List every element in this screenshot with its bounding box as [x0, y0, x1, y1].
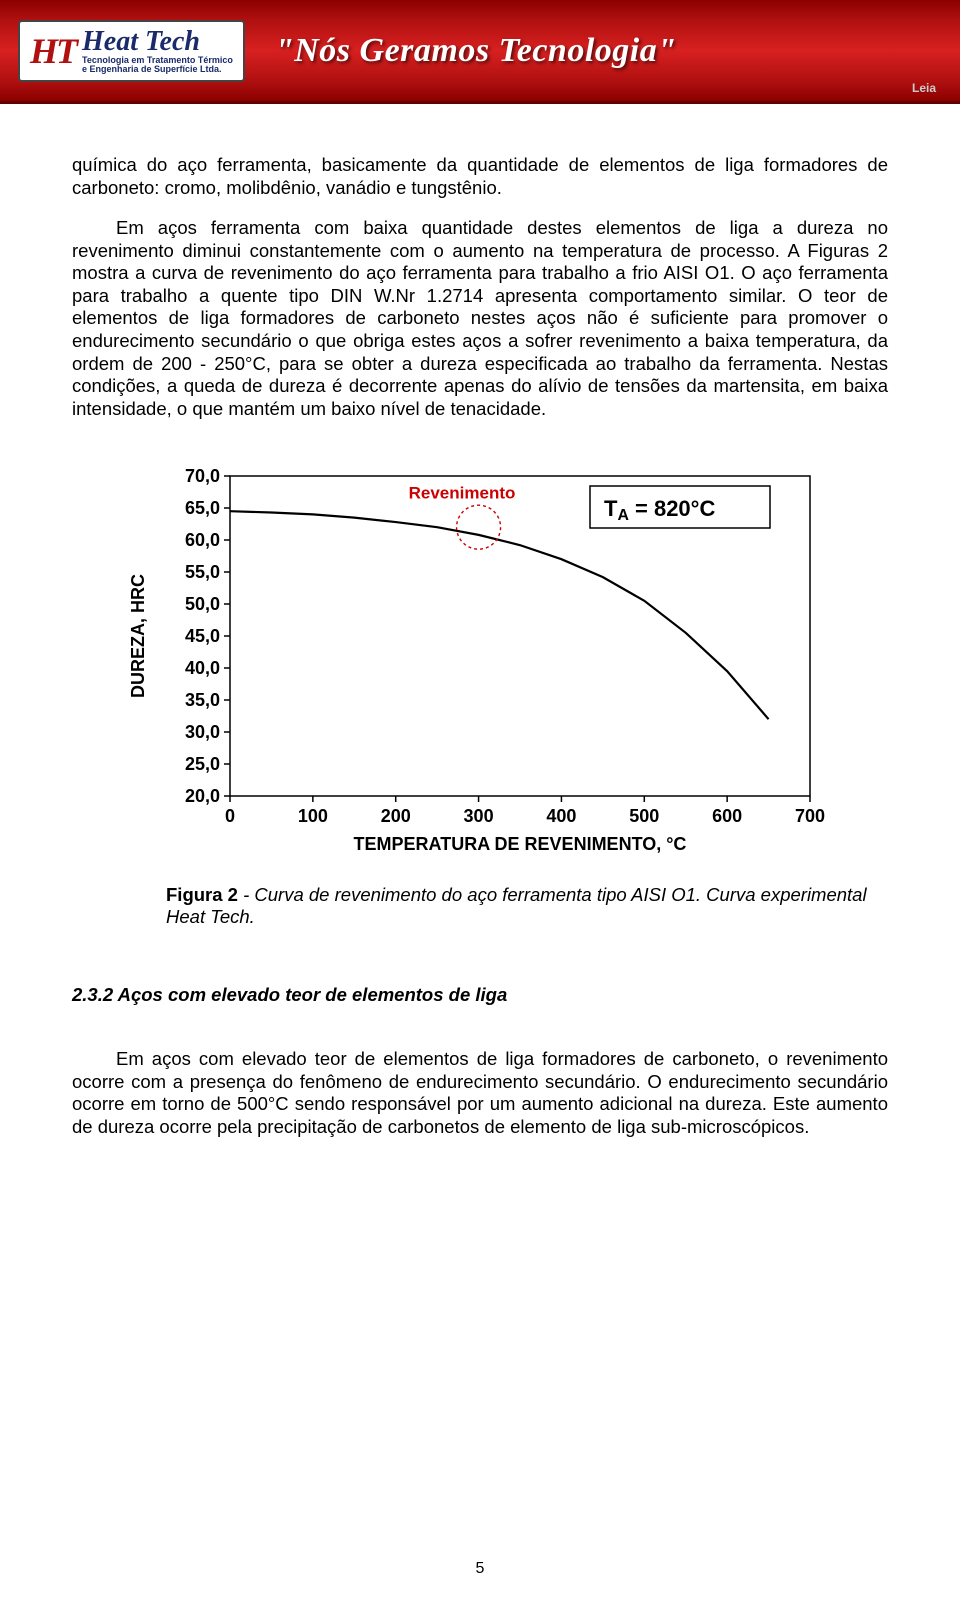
paragraph-2: Em aços ferramenta com baixa quantidade … [72, 217, 888, 420]
svg-text:100: 100 [298, 806, 328, 826]
svg-text:55,0: 55,0 [185, 562, 220, 582]
page-number: 5 [0, 1560, 960, 1578]
svg-text:70,0: 70,0 [185, 466, 220, 486]
svg-text:400: 400 [546, 806, 576, 826]
svg-text:20,0: 20,0 [185, 786, 220, 806]
section-2-3-2-heading: 2.3.2 Aços com elevado teor de elementos… [72, 984, 888, 1006]
header-banner: HT Heat Tech Tecnologia em Tratamento Té… [0, 0, 960, 104]
paragraph-3: Em aços com elevado teor de elementos de… [72, 1048, 888, 1138]
svg-text:30,0: 30,0 [185, 722, 220, 742]
figure-2-caption-label: Figura 2 [166, 884, 238, 905]
svg-text:60,0: 60,0 [185, 530, 220, 550]
header-slogan: "Nós Geramos Tecnologia" [275, 32, 677, 70]
svg-text:200: 200 [381, 806, 411, 826]
logo-main-text: Heat Tech [82, 28, 233, 56]
figure-2-caption-text: - Curva de revenimento do aço ferramenta… [166, 884, 867, 927]
svg-text:DUREZA, HRC: DUREZA, HRC [128, 574, 148, 698]
svg-text:40,0: 40,0 [185, 658, 220, 678]
svg-text:45,0: 45,0 [185, 626, 220, 646]
logo: HT Heat Tech Tecnologia em Tratamento Té… [18, 20, 245, 82]
svg-text:300: 300 [464, 806, 494, 826]
chart-figure-2: 20,0 25,0 30,0 35,0 40,0 45,0 50,0 55,0 60,0 65,0… [120, 456, 840, 866]
logo-text-block: Heat Tech Tecnologia em Tratamento Térmi… [82, 28, 233, 74]
svg-text:0: 0 [225, 806, 235, 826]
svg-text:65,0: 65,0 [185, 498, 220, 518]
svg-text:TEMPERATURA DE REVENIMENTO, °C: TEMPERATURA DE REVENIMENTO, °C [354, 834, 687, 854]
header-slogan-sub: Leia [912, 81, 936, 95]
chart-svg: 20,0 25,0 30,0 35,0 40,0 45,0 50,0 55,0 60,0 65,0… [120, 456, 840, 866]
svg-text:700: 700 [795, 806, 825, 826]
svg-text:25,0: 25,0 [185, 754, 220, 774]
document-content: química do aço ferramenta, basicamente d… [0, 104, 960, 1138]
svg-text:600: 600 [712, 806, 742, 826]
logo-monogram: HT [30, 30, 76, 72]
svg-text:Revenimento: Revenimento [409, 484, 516, 503]
svg-text:50,0: 50,0 [185, 594, 220, 614]
paragraph-1: química do aço ferramenta, basicamente d… [72, 154, 888, 199]
logo-subtitle-2: e Engenharia de Superfície Ltda. [82, 65, 233, 74]
svg-text:35,0: 35,0 [185, 690, 220, 710]
figure-2-caption: Figura 2 - Curva de revenimento do aço f… [166, 884, 888, 928]
svg-text:500: 500 [629, 806, 659, 826]
